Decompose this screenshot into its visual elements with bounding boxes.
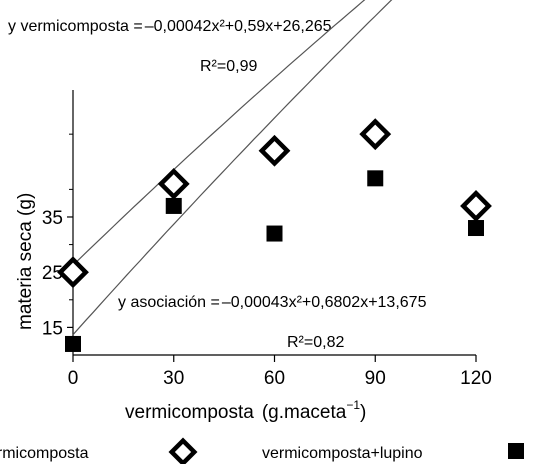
point-vermicomposta — [359, 118, 392, 151]
y-tick-label: 15 — [42, 318, 63, 339]
fit-curve-asociacion — [72, 0, 393, 336]
x-tick-label: 60 — [264, 368, 285, 389]
point-vermicomposta-lupino — [165, 197, 182, 214]
fit-equation-asociacion: y asociación = –0,00043x²+0,6802x+13,675 — [118, 294, 427, 311]
y-tick-label: 35 — [42, 208, 63, 229]
fit-curves — [72, 0, 393, 336]
point-vermicomposta — [157, 167, 190, 200]
y-axis-title: materia seca (g) — [15, 193, 36, 330]
legend-marker-vermicomposta — [168, 437, 198, 464]
point-vermicomposta — [57, 256, 89, 289]
fit-r2-vermicomposta: R²=0,99 — [200, 58, 257, 75]
point-vermicomposta-lupino — [367, 170, 384, 187]
point-vermicomposta — [258, 134, 291, 167]
point-vermicomposta — [460, 190, 492, 222]
point-vermicomposta-lupino — [65, 335, 81, 352]
x-tick-label: 120 — [460, 368, 492, 389]
fit-curve-vermicomposta — [72, 0, 366, 266]
legend-label-vermicomposta: vermicomposta — [0, 445, 89, 462]
data-points — [57, 118, 492, 352]
point-vermicomposta-lupino — [468, 220, 484, 237]
fit-equation-vermicomposta: y vermicomposta = –0,00042x²+0,59x+26,265 — [8, 18, 332, 35]
legend-label-vermicomposta-lupino: vermicomposta+lupino — [262, 445, 423, 462]
x-axis-ticks: 0 30 60 90 120 — [68, 355, 492, 389]
x-axis-title: vermicomposta (g.maceta−1) — [125, 398, 366, 423]
x-tick-label: 0 — [68, 368, 79, 389]
y-axis-ticks: 15 25 35 — [42, 133, 73, 339]
y-tick-label: 25 — [42, 263, 63, 284]
x-tick-label: 30 — [163, 368, 184, 389]
legend-marker-vermicomposta-lupino — [508, 443, 524, 459]
fit-r2-asociacion: R²=0,82 — [287, 334, 344, 351]
point-vermicomposta-lupino — [266, 225, 283, 242]
x-tick-label: 90 — [365, 368, 386, 389]
